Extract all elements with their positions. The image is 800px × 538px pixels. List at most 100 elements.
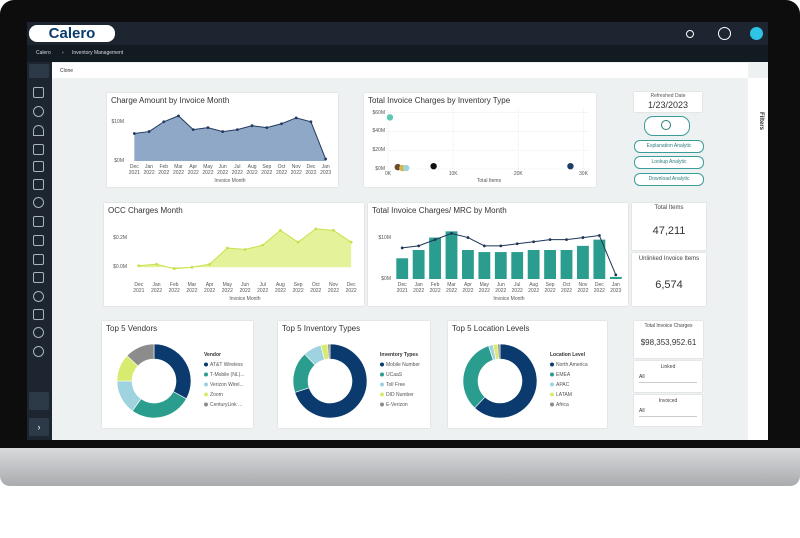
kpi-value: $98,353,952.61 — [640, 338, 697, 347]
expand-button[interactable]: › — [29, 418, 49, 436]
legend-label: APAC — [556, 382, 570, 388]
chart-plot — [386, 108, 590, 172]
chart-title: OCC Charges Month — [108, 206, 183, 215]
legend-swatch — [380, 382, 384, 387]
x-tick-label: Jan 2023 — [610, 282, 622, 294]
line-point — [417, 244, 421, 248]
nav-icon[interactable] — [33, 327, 44, 338]
line-point — [162, 120, 166, 124]
y-tick-label: $20M — [372, 147, 385, 154]
chart-panel: Top 5 Location Levels Location Level North… — [448, 321, 607, 428]
legend-swatch — [550, 362, 554, 367]
legend-title: Vendor — [204, 352, 221, 358]
donut-slice — [131, 391, 187, 419]
bar — [593, 239, 606, 279]
slicer-dropdown[interactable]: All — [639, 373, 697, 383]
bar — [396, 258, 409, 279]
nav-icon[interactable] — [33, 291, 44, 302]
y-tick-label: $0.2M — [113, 234, 127, 241]
settings-button[interactable] — [29, 392, 49, 410]
line-point — [565, 238, 568, 242]
x-tick-label: Dec 2021 — [128, 164, 140, 176]
chart-panel: Top 5 Inventory Types Inventory Types Mobi… — [278, 321, 430, 428]
breadcrumb[interactable]: Calero — [36, 50, 51, 56]
legend-label: Verizon Wirel... — [210, 382, 244, 388]
x-tick-label: Jul 2022 — [257, 282, 269, 294]
y-tick-label: $10M — [111, 118, 124, 125]
nav-icon[interactable] — [33, 144, 44, 155]
help-icon[interactable] — [718, 27, 731, 40]
area — [134, 115, 326, 161]
analytic-button[interactable]: Explanation Analytic — [634, 140, 704, 153]
area-line — [134, 115, 327, 160]
line-point — [597, 234, 601, 237]
nav-icon[interactable] — [33, 106, 44, 117]
sidebar-search[interactable] — [29, 64, 49, 78]
filters-label[interactable]: Filters — [758, 112, 764, 131]
x-tick-label: Jun 2022 — [217, 164, 229, 176]
nav-icon[interactable] — [33, 87, 44, 98]
slicer-dropdown[interactable]: All — [639, 407, 697, 417]
chart-title: Charge Amount by Invoice Month — [111, 96, 230, 105]
bar — [527, 250, 540, 279]
x-tick-label: 10K — [448, 171, 458, 177]
scatter-point — [403, 164, 410, 172]
x-tick-label: Oct 2022 — [560, 282, 573, 294]
analytic-button[interactable]: Download Analytic — [634, 173, 704, 186]
y-tick-label: $0.0M — [113, 264, 127, 271]
x-tick-label: Mar 2022 — [445, 282, 458, 294]
nav-icon[interactable] — [33, 254, 44, 265]
breadcrumb[interactable]: Inventory Management — [72, 50, 124, 56]
line-point — [532, 240, 536, 244]
line-point — [581, 236, 585, 239]
legend-title: Location Level — [550, 352, 586, 358]
logo[interactable]: Calero — [29, 25, 115, 42]
donut-slice — [126, 343, 155, 367]
x-tick-label: Mar 2022 — [186, 282, 198, 294]
refresh-date: 1/23/2023 — [647, 100, 689, 110]
user-avatar[interactable] — [750, 27, 763, 40]
line-point — [132, 132, 136, 135]
chart-title: Total Invoice Charges/ MRC by Month — [372, 206, 507, 215]
line-point — [221, 130, 225, 133]
nav-icon[interactable] — [33, 346, 44, 357]
nav-icon[interactable] — [33, 235, 44, 246]
x-tick-label: Jun 2022 — [495, 282, 507, 294]
nav-icon[interactable] — [33, 216, 44, 227]
nav-icon[interactable] — [33, 179, 44, 190]
chart-plot — [292, 343, 384, 419]
y-tick-label: $0M — [114, 158, 124, 164]
donut-slice — [462, 345, 494, 409]
y-tick-label: $10M — [378, 234, 391, 241]
line-point — [225, 246, 229, 250]
x-tick-label: Jan 2022 — [413, 282, 425, 294]
analytic-button[interactable]: Lookup Analytic — [634, 156, 704, 169]
donut-slice — [327, 343, 331, 360]
legend-label: Zoom — [210, 392, 223, 398]
donut-slice — [497, 343, 501, 360]
line-point — [206, 126, 210, 130]
legend-swatch — [550, 372, 554, 377]
nav-icon[interactable] — [33, 125, 44, 136]
nav-icon[interactable] — [33, 309, 44, 320]
line-point — [450, 232, 453, 235]
scatter-point — [567, 162, 574, 170]
legend-label: North America — [556, 362, 588, 368]
line-point — [250, 124, 254, 128]
bar — [412, 250, 425, 279]
legend-swatch — [380, 362, 384, 367]
clone-button[interactable]: Clone — [60, 68, 74, 74]
line-point — [280, 122, 283, 126]
nav-icon[interactable] — [33, 272, 44, 283]
monitor-chin — [0, 448, 800, 486]
line-point — [499, 244, 503, 248]
x-tick-label: Jul 2022 — [511, 282, 523, 294]
bar — [445, 231, 458, 279]
chart-plot — [132, 114, 328, 161]
x-tick-label: Aug 2022 — [528, 282, 540, 294]
search-icon[interactable] — [686, 30, 694, 38]
nav-icon[interactable] — [33, 197, 44, 208]
legend-label: Toll Free — [386, 382, 406, 388]
nav-icon[interactable] — [33, 161, 44, 172]
kpi-label: Total Items — [654, 205, 684, 211]
